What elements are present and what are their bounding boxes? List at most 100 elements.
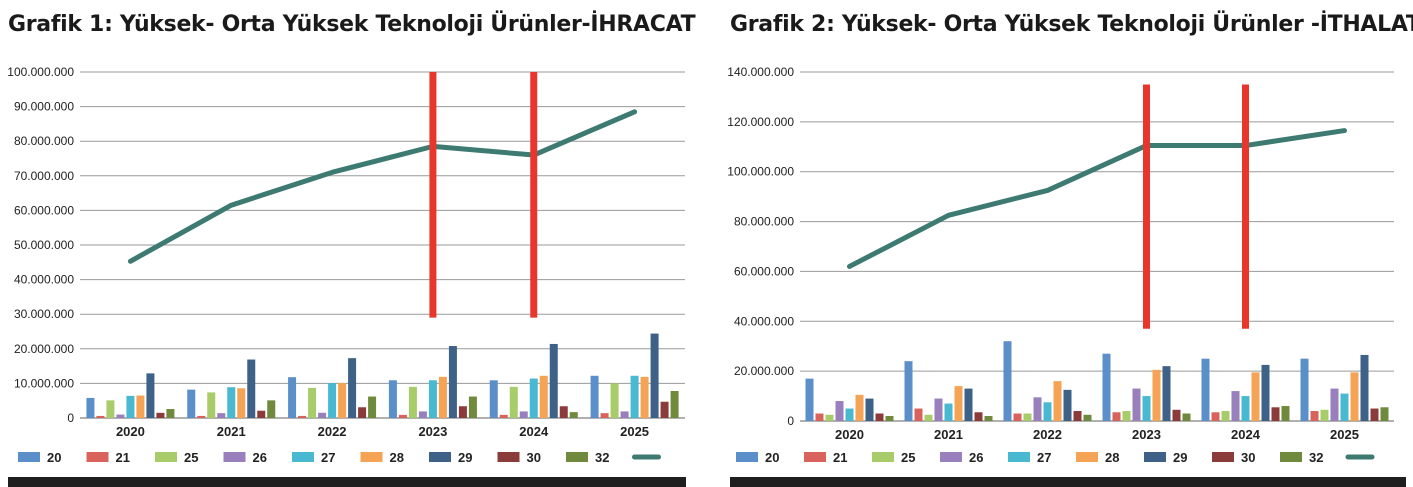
legend-swatch-20 [736, 452, 758, 462]
bar-29-2022 [348, 358, 357, 418]
legend-label: 25 [184, 450, 198, 465]
bar-30-2021 [257, 410, 266, 418]
bar-21-2021 [914, 408, 923, 421]
chart-title: Grafik 2: Yüksek- Orta Yüksek Teknoloji … [730, 12, 1413, 37]
y-tick-label: 80.000.000 [14, 134, 74, 148]
y-tick-label: 140.000.000 [727, 65, 794, 79]
bar-21-2024 [1211, 412, 1220, 421]
bar-25-2023 [408, 386, 417, 418]
bar-20-2021 [904, 361, 913, 421]
bar-27-2020 [126, 395, 135, 418]
legend-swatch-29 [1144, 452, 1166, 462]
bar-20-2022 [1003, 341, 1012, 421]
bar-29-2024 [1261, 364, 1270, 421]
bar-20-2023 [1102, 353, 1111, 421]
bar-21-2022 [1013, 413, 1022, 421]
legend-label: 28 [1105, 450, 1119, 465]
legend-label: 21 [116, 450, 130, 465]
bar-27-2025 [1340, 393, 1349, 421]
bar-25-2021 [207, 392, 216, 418]
y-tick-label: 100.000.000 [727, 165, 794, 179]
legend-label: 29 [1173, 450, 1187, 465]
bar-20-2024 [489, 380, 498, 418]
bar-30-2023 [1172, 409, 1181, 421]
bar-32-2021 [267, 400, 276, 418]
bar-20-2021 [187, 389, 196, 418]
bar-26-2022 [1033, 397, 1042, 421]
bar-25-2023 [1122, 411, 1131, 421]
bar-32-2021 [984, 416, 993, 421]
bar-30-2025 [1370, 408, 1379, 421]
bar-27-2020 [845, 408, 854, 421]
bar-29-2024 [549, 343, 558, 418]
bar-21-2025 [1310, 411, 1319, 421]
bar-27-2024 [1241, 396, 1250, 421]
bar-26-2025 [620, 411, 629, 418]
legend-label: 21 [833, 450, 847, 465]
bar-29-2021 [247, 359, 256, 418]
legend-label: 32 [595, 450, 609, 465]
bar-25-2025 [1320, 409, 1329, 421]
legend-swatch-32 [1280, 452, 1302, 462]
bar-20-2022 [288, 377, 297, 418]
legend-label: 32 [1309, 450, 1323, 465]
bar-30-2025 [660, 401, 669, 418]
y-tick-label: 10.000.000 [14, 376, 74, 390]
y-tick-label: 70.000.000 [14, 169, 74, 183]
bar-29-2020 [865, 398, 874, 421]
bar-26-2023 [418, 411, 427, 418]
bottom-divider [730, 477, 1406, 487]
y-tick-label: 120.000.000 [727, 115, 794, 129]
bar-26-2020 [116, 414, 125, 418]
bar-28-2022 [1053, 381, 1062, 421]
bar-29-2025 [1360, 354, 1369, 421]
bar-26-2021 [217, 413, 226, 418]
legend-label: 26 [253, 450, 267, 465]
legend-swatch-30 [497, 452, 520, 462]
x-tick-label: 2024 [1231, 427, 1261, 442]
x-tick-label: 2020 [116, 424, 145, 439]
bar-30-2022 [1073, 411, 1082, 421]
bar-27-2025 [630, 375, 639, 418]
legend-label: 30 [1241, 450, 1255, 465]
x-tick-label: 2024 [519, 424, 549, 439]
bar-27-2023 [1142, 396, 1151, 421]
legend-swatch-25 [155, 452, 177, 462]
legend-swatch-21 [804, 452, 826, 462]
bar-25-2024 [1221, 411, 1230, 421]
bar-29-2023 [448, 346, 457, 418]
bar-30-2020 [156, 412, 165, 418]
x-tick-label: 2025 [1330, 427, 1359, 442]
bar-26-2020 [835, 401, 844, 421]
bar-27-2024 [529, 378, 538, 418]
bar-32-2024 [569, 412, 578, 418]
legend-swatch-26 [223, 452, 246, 462]
bar-25-2020 [825, 414, 834, 421]
bar-21-2021 [197, 415, 206, 418]
bar-28-2023 [1152, 369, 1161, 421]
export-chart: 0 10.000.000 20.000.000 30.000.000 40.000.00… [7, 65, 685, 465]
bar-21-2022 [298, 415, 307, 418]
bar-30-2021 [974, 412, 983, 421]
legend-label: 20 [47, 450, 61, 465]
bar-29-2025 [650, 333, 659, 418]
bar-20-2024 [1201, 358, 1210, 421]
y-tick-label: 100.000.000 [7, 65, 74, 79]
bar-27-2021 [227, 387, 236, 418]
bar-32-2022 [368, 396, 377, 418]
bar-20-2020 [86, 397, 95, 418]
bar-26-2024 [1231, 391, 1240, 421]
bar-30-2023 [458, 406, 467, 418]
bar-29-2023 [1162, 366, 1171, 421]
bar-29-2022 [1063, 389, 1072, 421]
bar-32-2024 [1281, 406, 1290, 421]
bar-20-2025 [590, 375, 599, 418]
chart-title: Grafik 1: Yüksek- Orta Yüksek Teknoloji … [8, 12, 696, 37]
x-tick-label: 2023 [418, 424, 447, 439]
bar-20-2025 [1300, 358, 1309, 421]
x-tick-label: 2025 [620, 424, 649, 439]
y-tick-label: 90.000.000 [14, 100, 74, 114]
legend-swatch-28 [360, 452, 383, 462]
bar-25-2021 [924, 414, 933, 421]
bar-25-2020 [106, 400, 115, 418]
